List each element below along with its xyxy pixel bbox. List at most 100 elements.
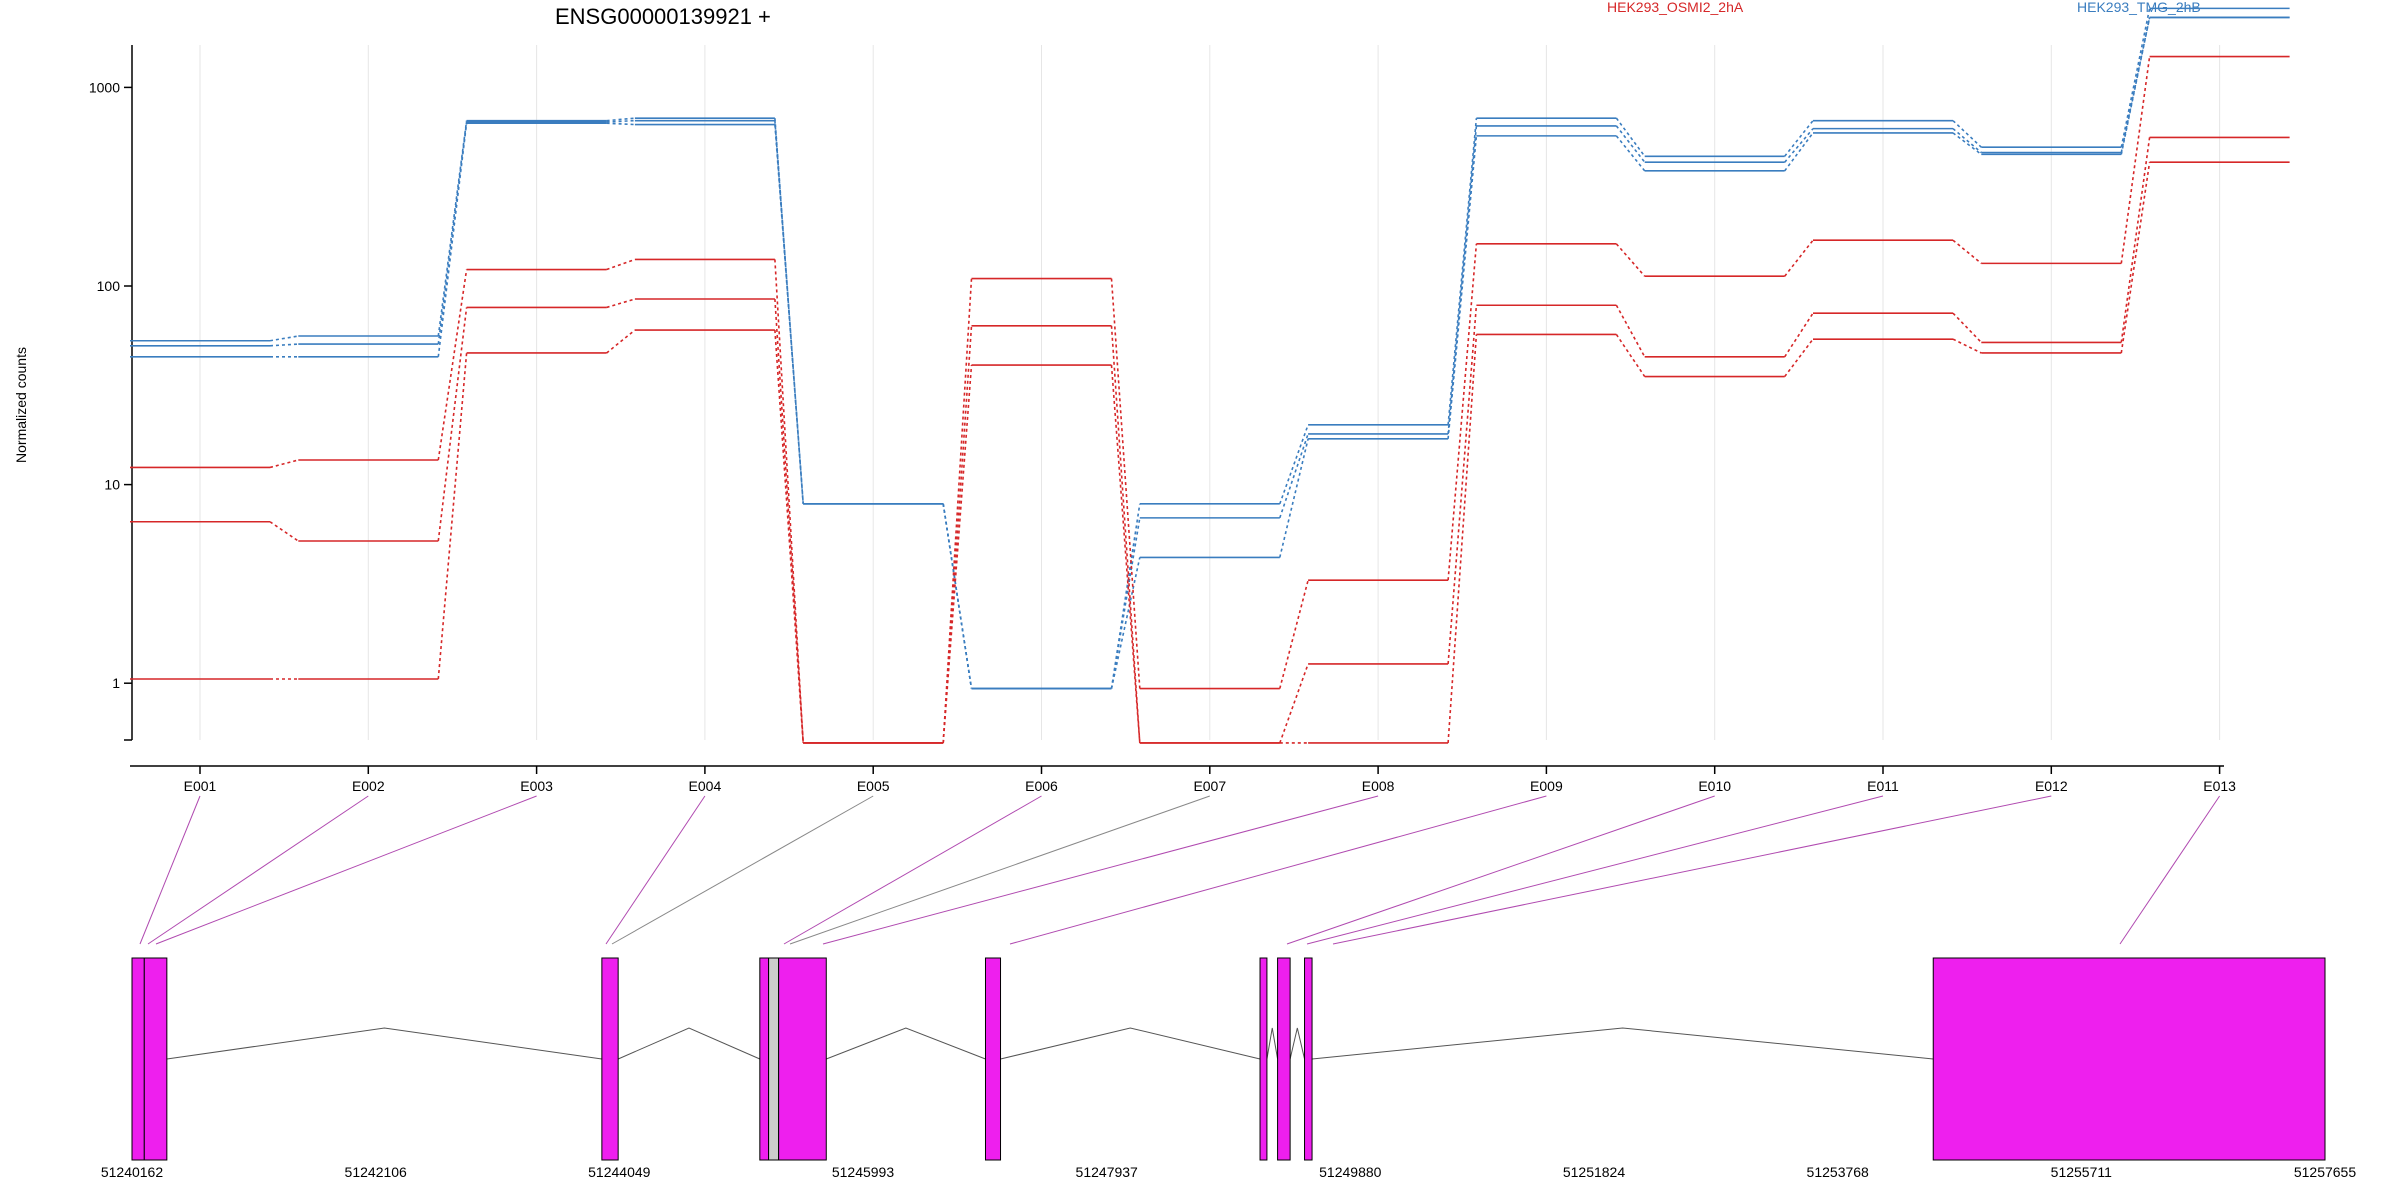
exon-connector-line (789, 795, 1210, 945)
exon-block (601, 957, 619, 1161)
x-tick-label: E002 (352, 778, 385, 794)
series-line-tmg (130, 16, 2290, 690)
exon-transition-connector (269, 459, 299, 469)
exon-transition-connector (1615, 243, 1646, 277)
exon-connector-line (605, 795, 706, 945)
exon-transition-connector (1110, 557, 1141, 689)
exon-transition-connector (1952, 120, 1982, 148)
exon-transition-connector (1952, 312, 1982, 343)
y-tick-label: 1 (112, 675, 120, 691)
exon-connector-line (139, 795, 201, 945)
exon-transition-connector (1279, 424, 1309, 505)
x-tick-label: E001 (184, 778, 217, 794)
exon-transition-connector (1784, 120, 1814, 157)
coordinate-label: 51249880 (1319, 1164, 1382, 1180)
x-tick-label: E006 (1025, 778, 1058, 794)
exon-transition-connector (437, 123, 468, 357)
exon-transition-connector (606, 298, 636, 309)
coordinate-label: 51253768 (1807, 1164, 1870, 1180)
exon-transition-connector (1447, 243, 1478, 581)
x-tick-label: E013 (2203, 778, 2236, 794)
exon-transition-connector (1447, 334, 1478, 744)
exon-block (759, 957, 770, 1161)
y-tick-label: 100 (97, 278, 121, 294)
coordinate-label: 51247937 (1076, 1164, 1139, 1180)
x-tick-label: E009 (1530, 778, 1563, 794)
coordinate-label: 51242106 (345, 1164, 408, 1180)
exon-transition-connector (1784, 128, 1814, 163)
x-ticks: E001 E002 E003 E004 E005 E006 E007 E008 E009 E010… (184, 766, 2236, 794)
exon-transition-connector (437, 269, 468, 461)
exon-connector-line (147, 795, 369, 945)
intron-line (166, 1027, 602, 1060)
genomic-coordinate-labels: 51240162 51242106 51244049 51245993 51247937… (101, 1164, 2357, 1180)
x-tick-label: E003 (520, 778, 553, 794)
exon-connector-line (1332, 795, 2052, 945)
exon-transition-connector (1784, 239, 1814, 277)
intron-line (617, 1027, 761, 1060)
exon-connector-line (822, 795, 1379, 945)
exon-transition-connector (1279, 433, 1309, 519)
exon-connector-line (1009, 795, 1547, 945)
exon-transition-connector (1952, 132, 1982, 156)
exon-block (1932, 957, 2326, 1161)
series-line-osmi (130, 161, 2290, 744)
exon-transition-connector (942, 278, 973, 744)
exon-connector-line (1306, 795, 1884, 945)
exon-transition-connector (2120, 17, 2151, 155)
exon-transition-connector (2120, 137, 2151, 343)
exon-transition-connector (606, 329, 636, 354)
coordinate-label: 51251824 (1563, 1164, 1626, 1180)
coordinate-label: 51245993 (832, 1164, 895, 1180)
exon-transition-connector (942, 325, 973, 744)
exon-transition-connector (1952, 128, 1982, 154)
exon-transition-connector (1279, 663, 1309, 744)
exon-transition-connector (1447, 135, 1478, 439)
vertical-gridlines (199, 45, 2221, 740)
exon-transition-connector (437, 307, 468, 542)
exon-block (984, 957, 1002, 1161)
series-line-osmi (130, 55, 2290, 744)
exon-transition-connector (2120, 162, 2151, 354)
exon-block (778, 957, 827, 1161)
exon-block (131, 957, 145, 1161)
y-tick-label: 1000 (89, 79, 120, 95)
x-tick-label: E007 (1193, 778, 1226, 794)
exon-transition-connector (1952, 239, 1982, 264)
exon-transition-connector (1615, 304, 1646, 358)
exon-block (1277, 957, 1291, 1161)
exon-transition-connector (2120, 17, 2151, 153)
exon-block (1304, 957, 1313, 1161)
coordinate-label: 51240162 (101, 1164, 164, 1180)
exon-transition-connector (1447, 305, 1478, 665)
exon-transition-connector (606, 117, 635, 122)
exon-connector-line (155, 795, 537, 945)
exon-connector-line (2119, 795, 2221, 945)
exon-transition-connector (606, 258, 636, 271)
exon-connector-line (1286, 795, 1715, 945)
intron-line (1266, 1027, 1279, 1060)
exon-transition-connector (1615, 135, 1646, 172)
gene-model (131, 957, 2326, 1161)
exon-transition-connector (269, 343, 299, 347)
exon-transition-connector (1279, 580, 1309, 689)
exon-transition-connector (1784, 338, 1814, 378)
intron-line (1000, 1027, 1261, 1060)
exon-transition-connector (1952, 338, 1982, 354)
exon-transition-connector (606, 119, 635, 123)
exon-transition-connector (269, 335, 299, 342)
exon-transition-connector (774, 330, 804, 744)
exon-transition-connector (774, 298, 804, 744)
exon-block (768, 957, 780, 1161)
y-axis-label: Normalized counts (13, 347, 29, 463)
exon-transition-connector (437, 352, 468, 680)
exon-transition-connector (1110, 278, 1141, 689)
exon-transition-connector (1784, 312, 1814, 358)
exon-connector-line (611, 795, 874, 945)
series-line-osmi (130, 136, 2290, 744)
exon-transition-connector (1110, 325, 1141, 744)
coordinate-label: 51255711 (2051, 1164, 2112, 1180)
y-tick-label: 10 (104, 477, 120, 493)
exon-block (143, 957, 168, 1161)
